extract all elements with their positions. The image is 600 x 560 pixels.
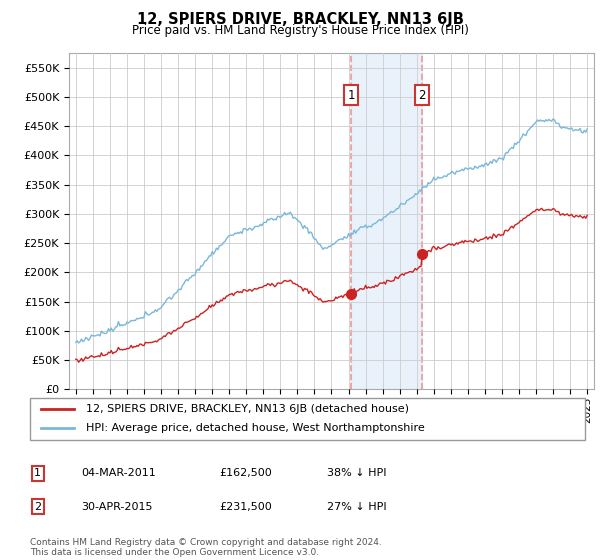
Text: 2: 2 xyxy=(34,502,41,512)
Text: £231,500: £231,500 xyxy=(219,502,272,512)
Text: HPI: Average price, detached house, West Northamptonshire: HPI: Average price, detached house, West… xyxy=(86,423,424,433)
Text: 1: 1 xyxy=(347,89,355,102)
Text: 12, SPIERS DRIVE, BRACKLEY, NN13 6JB (detached house): 12, SPIERS DRIVE, BRACKLEY, NN13 6JB (de… xyxy=(86,404,409,414)
Text: Contains HM Land Registry data © Crown copyright and database right 2024.
This d: Contains HM Land Registry data © Crown c… xyxy=(30,538,382,557)
Text: 1: 1 xyxy=(34,468,41,478)
Text: Price paid vs. HM Land Registry's House Price Index (HPI): Price paid vs. HM Land Registry's House … xyxy=(131,24,469,36)
Text: 12, SPIERS DRIVE, BRACKLEY, NN13 6JB: 12, SPIERS DRIVE, BRACKLEY, NN13 6JB xyxy=(137,12,463,27)
Text: 38% ↓ HPI: 38% ↓ HPI xyxy=(327,468,386,478)
Text: 04-MAR-2011: 04-MAR-2011 xyxy=(81,468,156,478)
Text: 30-APR-2015: 30-APR-2015 xyxy=(81,502,152,512)
Text: 27% ↓ HPI: 27% ↓ HPI xyxy=(327,502,386,512)
FancyBboxPatch shape xyxy=(30,398,585,440)
Text: 2: 2 xyxy=(419,89,426,102)
Text: £162,500: £162,500 xyxy=(219,468,272,478)
Bar xyxy=(352,53,422,389)
